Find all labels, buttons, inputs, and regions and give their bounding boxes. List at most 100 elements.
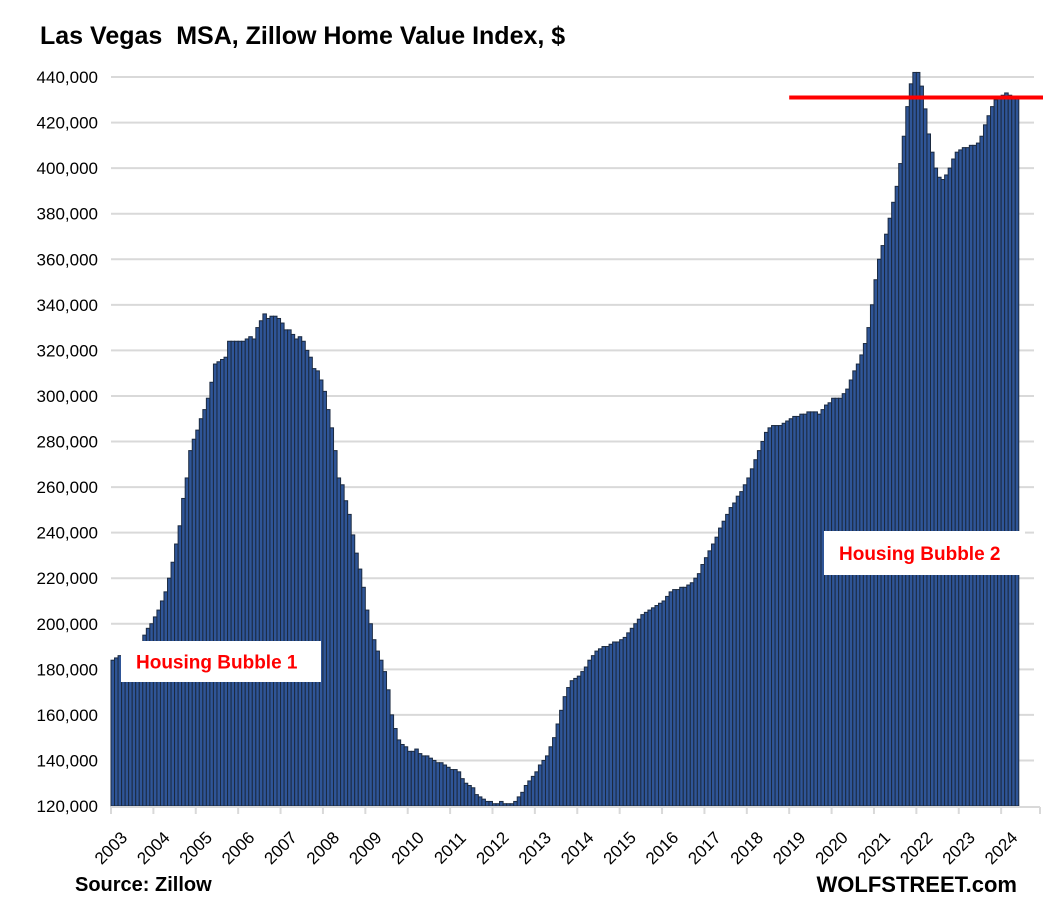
x-tick-label: 2018 [727, 828, 767, 868]
bar [831, 397, 836, 807]
bar [997, 97, 1002, 807]
bar [357, 568, 363, 807]
x-tick-label: 2016 [642, 828, 682, 868]
annotations: Housing Bubble 1 Housing Bubble 2 [121, 531, 1025, 682]
bar [205, 397, 211, 807]
bar [167, 577, 172, 807]
bar [191, 438, 197, 807]
bar [1014, 97, 1020, 807]
y-tick-label: 360,000 [37, 250, 98, 269]
bar [763, 431, 769, 807]
bar [919, 85, 924, 807]
bar [262, 313, 267, 807]
bar [975, 142, 981, 807]
bar [340, 484, 345, 807]
bar [559, 709, 564, 807]
bar [647, 609, 652, 807]
bar [771, 425, 776, 807]
bar [735, 495, 741, 807]
bar [283, 329, 289, 807]
bar [774, 425, 780, 807]
x-tick-label: 2021 [854, 828, 894, 868]
bar [220, 358, 225, 807]
bar [961, 147, 967, 807]
x-tick-label: 2009 [345, 828, 385, 868]
bar [544, 755, 550, 807]
bar [760, 441, 765, 807]
bar [156, 609, 161, 807]
bar [470, 787, 476, 807]
bar [714, 536, 720, 807]
bar [509, 803, 515, 807]
bar [965, 147, 970, 807]
bar [880, 245, 886, 807]
bar [463, 782, 469, 807]
bar [311, 368, 317, 807]
y-tick-label: 260,000 [37, 478, 98, 497]
bar [650, 607, 656, 807]
bar [499, 800, 504, 807]
y-tick-label: 400,000 [37, 159, 98, 178]
brand-label: WOLFSTREET.com [816, 872, 1017, 897]
bar [583, 666, 589, 807]
bar [590, 655, 596, 807]
bar [848, 379, 854, 807]
bar [368, 623, 373, 807]
source-label: Source: Zillow [75, 874, 212, 896]
y-tick-label: 180,000 [37, 660, 98, 679]
bar [749, 468, 755, 807]
bar [809, 411, 815, 807]
bar [453, 769, 458, 807]
bar [428, 757, 433, 807]
bar [629, 627, 635, 807]
bar [523, 785, 529, 807]
bar [265, 317, 271, 807]
y-tick-label: 300,000 [37, 387, 98, 406]
bar [159, 600, 165, 807]
bar [382, 671, 388, 807]
bar [615, 641, 621, 807]
bar [251, 338, 257, 807]
bar [894, 185, 900, 807]
bar [845, 388, 850, 807]
bar [555, 723, 561, 807]
bar [198, 418, 204, 807]
bar [594, 650, 599, 807]
annotation-text: Housing Bubble 2 [839, 544, 1001, 565]
bar [410, 750, 416, 807]
bar [933, 167, 939, 807]
bar [725, 513, 730, 807]
bar [636, 618, 642, 807]
bar [587, 659, 592, 807]
bar [1011, 97, 1016, 807]
bar [859, 354, 864, 807]
bar [333, 450, 338, 807]
bar [940, 179, 946, 807]
bar [753, 459, 758, 807]
bar [665, 595, 670, 807]
bar [272, 315, 278, 807]
bar [562, 696, 568, 807]
bar [608, 643, 614, 807]
bar [742, 484, 748, 807]
bar [484, 800, 490, 807]
bar [114, 657, 119, 807]
bar [354, 552, 359, 807]
bar [658, 602, 663, 807]
bar [329, 427, 335, 807]
bar [682, 586, 688, 807]
bar [566, 687, 571, 807]
bar [640, 614, 645, 807]
bar [686, 584, 691, 807]
bar [449, 769, 455, 807]
bar [304, 349, 310, 807]
bar [972, 144, 977, 807]
y-tick-label: 140,000 [37, 751, 98, 770]
bar [573, 677, 578, 807]
y-tick-label: 440,000 [37, 68, 98, 87]
bar [1000, 94, 1006, 807]
bar [675, 589, 681, 807]
bar [188, 450, 193, 807]
bar [788, 418, 794, 807]
bar [855, 363, 861, 807]
